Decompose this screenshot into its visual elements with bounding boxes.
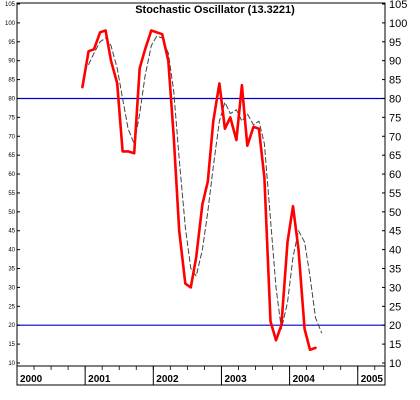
x-tick-label: 2005 bbox=[361, 374, 384, 385]
y-tick-left-label: 90 bbox=[8, 59, 15, 65]
y-tick-right-label: 95 bbox=[389, 37, 401, 49]
y-tick-left-label: 55 bbox=[8, 191, 15, 197]
plot-frame bbox=[16, 2, 386, 386]
y-tick-left-label: 60 bbox=[8, 172, 15, 178]
y-tick-left-label: 95 bbox=[8, 40, 15, 46]
y-tick-left-label: 65 bbox=[8, 153, 15, 159]
series-layer bbox=[81, 29, 323, 352]
x-axis: 2000 2001 2002 2003 2004 2005 bbox=[16, 366, 384, 385]
x-tick-label: 2002 bbox=[156, 374, 179, 385]
y-tick-left-label: 50 bbox=[8, 210, 15, 216]
y-tick-right-label: 105 bbox=[389, 0, 407, 11]
y-tick-right-label: 30 bbox=[389, 282, 401, 294]
y-tick-left-label: 85 bbox=[8, 78, 15, 84]
y-tick-left-label: 30 bbox=[8, 285, 15, 291]
x-tick-label: 2004 bbox=[293, 374, 316, 385]
x-tick-label: 2003 bbox=[224, 374, 247, 385]
y-tick-right-label: 60 bbox=[389, 169, 401, 181]
y-tick-right-label: 35 bbox=[389, 264, 401, 276]
y-tick-right-label: 80 bbox=[389, 93, 401, 105]
y-tick-left-label: 45 bbox=[8, 229, 15, 235]
y-tick-right-label: 75 bbox=[389, 112, 401, 124]
y-tick-left-label: 40 bbox=[8, 248, 15, 254]
y-tick-right-label: 85 bbox=[389, 75, 401, 87]
y-tick-right-label: 45 bbox=[389, 226, 401, 238]
reference-lines bbox=[17, 97, 385, 326]
y-tick-right-label: 65 bbox=[389, 150, 401, 162]
y-tick-right-label: 10 bbox=[389, 358, 401, 370]
y-tick-right-label: 90 bbox=[389, 56, 401, 68]
y-axis-right: 10 15 20 25 30 35 40 45 50 55 60 65 70 75 80 85 90 95 100 1… bbox=[382, 0, 407, 370]
y-tick-left-label: 75 bbox=[8, 115, 15, 121]
y-tick-left-label: 15 bbox=[8, 342, 15, 348]
series-line-signal bbox=[88, 35, 323, 334]
y-tick-left-label: 20 bbox=[8, 323, 15, 329]
y-tick-right-label: 20 bbox=[389, 320, 401, 332]
chart-title: Stochastic Oscillator (13.3221) bbox=[135, 4, 295, 16]
y-tick-left-label: 100 bbox=[5, 21, 16, 27]
y-tick-right-label: 50 bbox=[389, 207, 401, 219]
y-tick-right-label: 25 bbox=[389, 301, 401, 313]
y-axis-left: 10 15 20 25 30 35 40 45 50 55 60 65 70 75 80 85 90 95 100 1… bbox=[5, 2, 20, 367]
y-tick-left-label: 70 bbox=[8, 134, 15, 140]
y-tick-left-label: 105 bbox=[5, 2, 16, 8]
y-tick-right-label: 100 bbox=[389, 18, 407, 30]
y-tick-left-label: 10 bbox=[8, 361, 15, 367]
series-line-stochastic bbox=[81, 29, 317, 352]
y-tick-right-label: 55 bbox=[389, 188, 401, 200]
x-tick-label: 2000 bbox=[20, 374, 43, 385]
y-tick-left-label: 80 bbox=[8, 96, 15, 102]
y-tick-right-label: 40 bbox=[389, 245, 401, 257]
y-tick-right-label: 70 bbox=[389, 131, 401, 143]
y-tick-left-label: 35 bbox=[8, 267, 15, 273]
y-tick-left-label: 25 bbox=[8, 304, 15, 310]
plot-border bbox=[16, 2, 386, 386]
x-tick-label: 2001 bbox=[88, 374, 111, 385]
y-tick-right-label: 15 bbox=[389, 339, 401, 351]
